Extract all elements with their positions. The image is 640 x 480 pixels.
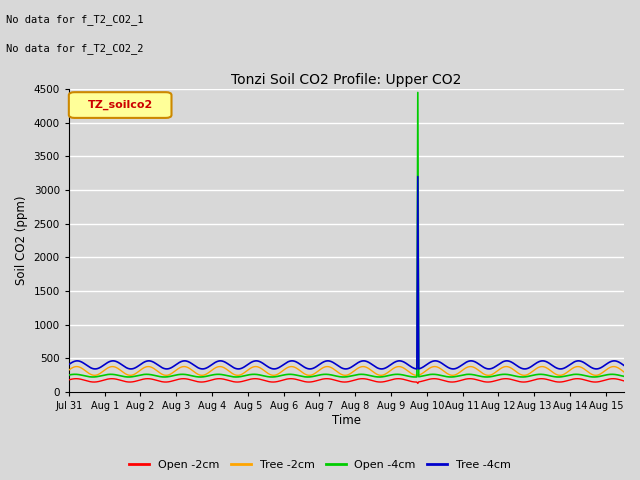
Title: Tonzi Soil CO2 Profile: Upper CO2: Tonzi Soil CO2 Profile: Upper CO2 <box>231 72 461 86</box>
FancyBboxPatch shape <box>69 92 172 118</box>
Text: TZ_soilco2: TZ_soilco2 <box>88 100 153 110</box>
X-axis label: Time: Time <box>332 414 361 427</box>
Y-axis label: Soil CO2 (ppm): Soil CO2 (ppm) <box>15 196 28 285</box>
Text: No data for f_T2_CO2_1: No data for f_T2_CO2_1 <box>6 14 144 25</box>
Legend: Open -2cm, Tree -2cm, Open -4cm, Tree -4cm: Open -2cm, Tree -2cm, Open -4cm, Tree -4… <box>125 456 515 474</box>
Text: No data for f_T2_CO2_2: No data for f_T2_CO2_2 <box>6 43 144 54</box>
